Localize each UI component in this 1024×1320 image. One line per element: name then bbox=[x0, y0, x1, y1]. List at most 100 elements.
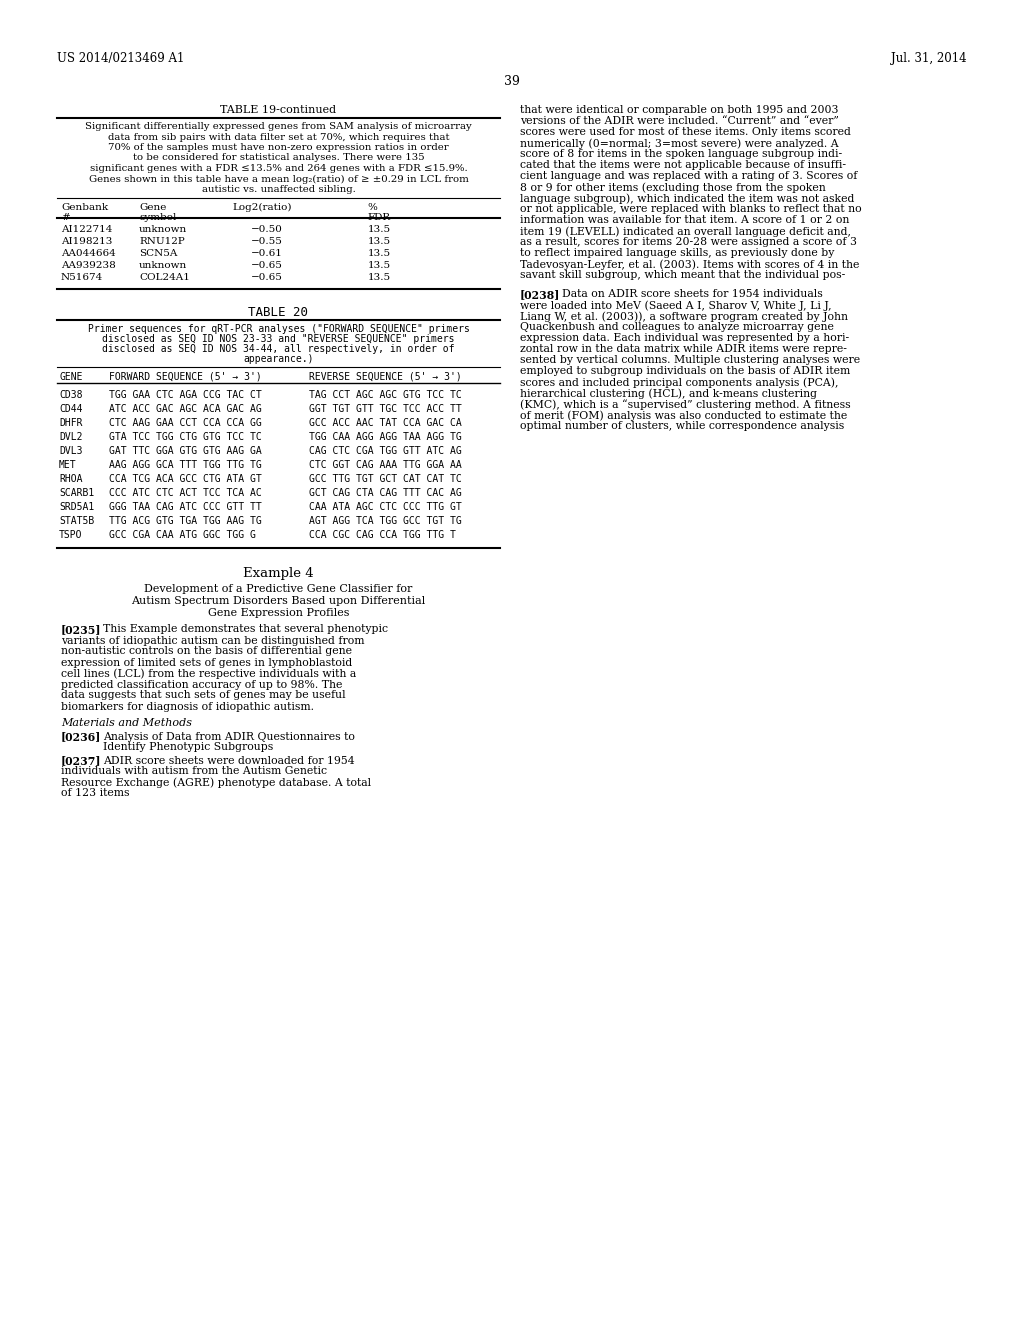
Text: DVL3: DVL3 bbox=[59, 446, 83, 457]
Text: Tadevosyan-Leyfer, et al. (2003). Items with scores of 4 in the: Tadevosyan-Leyfer, et al. (2003). Items … bbox=[520, 259, 859, 269]
Text: AAG AGG GCA TTT TGG TTG TG: AAG AGG GCA TTT TGG TTG TG bbox=[109, 461, 262, 470]
Text: SCN5A: SCN5A bbox=[139, 249, 177, 259]
Text: item 19 (LEVELL) indicated an overall language deficit and,: item 19 (LEVELL) indicated an overall la… bbox=[520, 226, 851, 236]
Text: AA939238: AA939238 bbox=[61, 261, 116, 271]
Text: #: # bbox=[61, 214, 70, 223]
Text: Example 4: Example 4 bbox=[243, 568, 313, 581]
Text: GGG TAA CAG ATC CCC GTT TT: GGG TAA CAG ATC CCC GTT TT bbox=[109, 503, 262, 512]
Text: variants of idiopathic autism can be distinguished from: variants of idiopathic autism can be dis… bbox=[61, 635, 365, 645]
Text: COL24A1: COL24A1 bbox=[139, 273, 189, 282]
Text: TTG ACG GTG TGA TGG AAG TG: TTG ACG GTG TGA TGG AAG TG bbox=[109, 516, 262, 527]
Text: GCC TTG TGT GCT CAT CAT TC: GCC TTG TGT GCT CAT CAT TC bbox=[309, 474, 462, 484]
Text: GGT TGT GTT TGC TCC ACC TT: GGT TGT GTT TGC TCC ACC TT bbox=[309, 404, 462, 414]
Text: N51674: N51674 bbox=[61, 273, 103, 282]
Text: −0.55: −0.55 bbox=[251, 238, 283, 247]
Text: 13.5: 13.5 bbox=[368, 249, 390, 259]
Text: CAA ATA AGC CTC CCC TTG GT: CAA ATA AGC CTC CCC TTG GT bbox=[309, 503, 462, 512]
Text: [0237]: [0237] bbox=[61, 755, 101, 767]
Text: Identify Phenotypic Subgroups: Identify Phenotypic Subgroups bbox=[103, 742, 273, 752]
Text: US 2014/0213469 A1: US 2014/0213469 A1 bbox=[57, 51, 184, 65]
Text: that were identical or comparable on both 1995 and 2003: that were identical or comparable on bot… bbox=[520, 106, 839, 115]
Text: FORWARD SEQUENCE (5' → 3'): FORWARD SEQUENCE (5' → 3') bbox=[109, 371, 262, 381]
Text: Quackenbush and colleagues to analyze microarray gene: Quackenbush and colleagues to analyze mi… bbox=[520, 322, 834, 333]
Text: ADIR score sheets were downloaded for 1954: ADIR score sheets were downloaded for 19… bbox=[103, 755, 354, 766]
Text: scores and included principal components analysis (PCA),: scores and included principal components… bbox=[520, 378, 839, 388]
Text: Autism Spectrum Disorders Based upon Differential: Autism Spectrum Disorders Based upon Dif… bbox=[131, 595, 426, 606]
Text: to reflect impaired language skills, as previously done by: to reflect impaired language skills, as … bbox=[520, 248, 835, 257]
Text: AA044664: AA044664 bbox=[61, 249, 116, 259]
Text: RHOA: RHOA bbox=[59, 474, 83, 484]
Text: or not applicable, were replaced with blanks to reflect that no: or not applicable, were replaced with bl… bbox=[520, 205, 861, 214]
Text: GENE: GENE bbox=[59, 371, 83, 381]
Text: TABLE 20: TABLE 20 bbox=[249, 306, 308, 319]
Text: FDR: FDR bbox=[367, 214, 390, 223]
Text: TABLE 19-continued: TABLE 19-continued bbox=[220, 106, 337, 115]
Text: [0236]: [0236] bbox=[61, 731, 101, 742]
Text: 13.5: 13.5 bbox=[368, 261, 390, 271]
Text: AI122714: AI122714 bbox=[61, 226, 113, 235]
Text: TAG CCT AGC AGC GTG TCC TC: TAG CCT AGC AGC GTG TCC TC bbox=[309, 391, 462, 400]
Text: expression of limited sets of genes in lymphoblastoid: expression of limited sets of genes in l… bbox=[61, 657, 352, 668]
Text: cated that the items were not applicable because of insuffi-: cated that the items were not applicable… bbox=[520, 160, 846, 170]
Text: Genbank: Genbank bbox=[61, 202, 109, 211]
Text: [0238]: [0238] bbox=[520, 289, 560, 300]
Text: GCC ACC AAC TAT CCA GAC CA: GCC ACC AAC TAT CCA GAC CA bbox=[309, 418, 462, 429]
Text: Data on ADIR score sheets for 1954 individuals: Data on ADIR score sheets for 1954 indiv… bbox=[562, 289, 822, 300]
Text: numerically (0=normal; 3=most severe) were analyzed. A: numerically (0=normal; 3=most severe) we… bbox=[520, 139, 839, 149]
Text: expression data. Each individual was represented by a hori-: expression data. Each individual was rep… bbox=[520, 333, 849, 343]
Text: autistic vs. unaffected sibling.: autistic vs. unaffected sibling. bbox=[202, 185, 355, 194]
Text: score of 8 for items in the spoken language subgroup indi-: score of 8 for items in the spoken langu… bbox=[520, 149, 842, 158]
Text: DHFR: DHFR bbox=[59, 418, 83, 429]
Text: GAT TTC GGA GTG GTG AAG GA: GAT TTC GGA GTG GTG AAG GA bbox=[109, 446, 262, 457]
Text: non-autistic controls on the basis of differential gene: non-autistic controls on the basis of di… bbox=[61, 647, 352, 656]
Text: 13.5: 13.5 bbox=[368, 238, 390, 247]
Text: cient language and was replaced with a rating of 3. Scores of: cient language and was replaced with a r… bbox=[520, 172, 857, 181]
Text: Jul. 31, 2014: Jul. 31, 2014 bbox=[891, 51, 967, 65]
Text: optimal number of clusters, while correspondence analysis: optimal number of clusters, while corres… bbox=[520, 421, 844, 432]
Text: Gene: Gene bbox=[139, 202, 166, 211]
Text: were loaded into MeV (Saeed A I, Sharov V, White J, Li J,: were loaded into MeV (Saeed A I, Sharov … bbox=[520, 300, 831, 310]
Text: scores were used for most of these items. Only items scored: scores were used for most of these items… bbox=[520, 127, 851, 137]
Text: Gene Expression Profiles: Gene Expression Profiles bbox=[208, 607, 349, 618]
Text: DVL2: DVL2 bbox=[59, 433, 83, 442]
Text: cell lines (LCL) from the respective individuals with a: cell lines (LCL) from the respective ind… bbox=[61, 668, 356, 678]
Text: zontal row in the data matrix while ADIR items were repre-: zontal row in the data matrix while ADIR… bbox=[520, 345, 847, 354]
Text: Log2(ratio): Log2(ratio) bbox=[232, 202, 292, 211]
Text: information was available for that item. A score of 1 or 2 on: information was available for that item.… bbox=[520, 215, 849, 224]
Text: −0.50: −0.50 bbox=[251, 226, 283, 235]
Text: MET: MET bbox=[59, 461, 77, 470]
Text: biomarkers for diagnosis of idiopathic autism.: biomarkers for diagnosis of idiopathic a… bbox=[61, 701, 314, 711]
Text: Materials and Methods: Materials and Methods bbox=[61, 718, 193, 727]
Text: predicted classification accuracy of up to 98%. The: predicted classification accuracy of up … bbox=[61, 680, 342, 689]
Text: −0.65: −0.65 bbox=[251, 261, 283, 271]
Text: symbol: symbol bbox=[139, 214, 176, 223]
Text: individuals with autism from the Autism Genetic: individuals with autism from the Autism … bbox=[61, 767, 327, 776]
Text: SCARB1: SCARB1 bbox=[59, 488, 94, 499]
Text: data from sib pairs with data filter set at 70%, which requires that: data from sib pairs with data filter set… bbox=[108, 132, 450, 141]
Text: significant genes with a FDR ≤13.5% and 264 genes with a FDR ≤15.9%.: significant genes with a FDR ≤13.5% and … bbox=[90, 164, 467, 173]
Text: RNU12P: RNU12P bbox=[139, 238, 184, 247]
Text: Genes shown in this table have a mean log₂(ratio) of ≥ ±0.29 in LCL from: Genes shown in this table have a mean lo… bbox=[88, 174, 468, 183]
Text: to be considered for statistical analyses. There were 135: to be considered for statistical analyse… bbox=[133, 153, 424, 162]
Text: sented by vertical columns. Multiple clustering analyses were: sented by vertical columns. Multiple clu… bbox=[520, 355, 860, 366]
Text: 13.5: 13.5 bbox=[368, 273, 390, 282]
Text: CTC GGT CAG AAA TTG GGA AA: CTC GGT CAG AAA TTG GGA AA bbox=[309, 461, 462, 470]
Text: Analysis of Data from ADIR Questionnaires to: Analysis of Data from ADIR Questionnaire… bbox=[103, 731, 355, 742]
Text: CAG CTC CGA TGG GTT ATC AG: CAG CTC CGA TGG GTT ATC AG bbox=[309, 446, 462, 457]
Text: 70% of the samples must have non-zero expression ratios in order: 70% of the samples must have non-zero ex… bbox=[109, 143, 449, 152]
Text: SRD5A1: SRD5A1 bbox=[59, 503, 94, 512]
Text: ATC ACC GAC AGC ACA GAC AG: ATC ACC GAC AGC ACA GAC AG bbox=[109, 404, 262, 414]
Text: %: % bbox=[367, 202, 377, 211]
Text: Primer sequences for qRT-PCR analyses ("FORWARD SEQUENCE" primers: Primer sequences for qRT-PCR analyses ("… bbox=[88, 325, 469, 334]
Text: 13.5: 13.5 bbox=[368, 226, 390, 235]
Text: as a result, scores for items 20-28 were assigned a score of 3: as a result, scores for items 20-28 were… bbox=[520, 238, 857, 247]
Text: Liang W, et al. (2003)), a software program created by John: Liang W, et al. (2003)), a software prog… bbox=[520, 312, 848, 322]
Text: (KMC), which is a “supervised” clustering method. A fitness: (KMC), which is a “supervised” clusterin… bbox=[520, 399, 851, 409]
Text: disclosed as SEQ ID NOS 34-44, all respectively, in order of: disclosed as SEQ ID NOS 34-44, all respe… bbox=[102, 345, 455, 355]
Text: STAT5B: STAT5B bbox=[59, 516, 94, 527]
Text: [0235]: [0235] bbox=[61, 624, 101, 635]
Text: CCA TCG ACA GCC CTG ATA GT: CCA TCG ACA GCC CTG ATA GT bbox=[109, 474, 262, 484]
Text: versions of the ADIR were included. “Current” and “ever”: versions of the ADIR were included. “Cur… bbox=[520, 116, 839, 125]
Text: GCT CAG CTA CAG TTT CAC AG: GCT CAG CTA CAG TTT CAC AG bbox=[309, 488, 462, 499]
Text: −0.65: −0.65 bbox=[251, 273, 283, 282]
